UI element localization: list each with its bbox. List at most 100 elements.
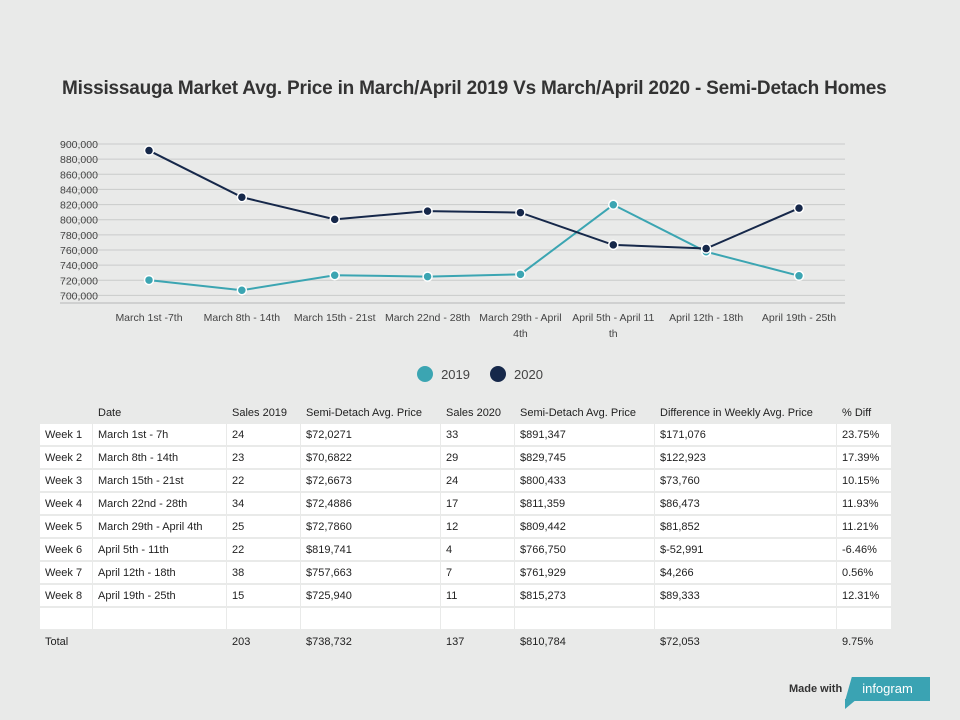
table-cell: $-52,991 xyxy=(655,539,837,562)
table-cell: 24 xyxy=(441,470,515,493)
table-cell: $122,923 xyxy=(655,447,837,470)
table-row: Week 3 March 15th - 21st 22 $72,6673 24 $800,… xyxy=(40,470,892,493)
data-point-2020 xyxy=(236,191,248,203)
table-cell xyxy=(515,608,655,631)
table-cell: 11 xyxy=(441,585,515,608)
table-cell: 25 xyxy=(227,516,301,539)
legend-label-2020: 2020 xyxy=(514,366,543,382)
data-point-2020 xyxy=(143,145,155,156)
table-cell: March 29th - April 4th xyxy=(93,516,227,539)
table-row: Week 8 April 19th - 25th 15 $725,940 11 $815,… xyxy=(40,585,892,608)
y-tick-label: 880,000 xyxy=(60,154,98,166)
x-tick-label: March 22nd - 28th xyxy=(385,312,470,324)
table-cell: $766,750 xyxy=(515,539,655,562)
table-cell: Week 2 xyxy=(40,447,93,470)
data-point-2019 xyxy=(515,269,526,280)
line-chart: 700,000 720,000 740,000 760,000 780,000 800,0… xyxy=(60,139,845,340)
series-line-2020 xyxy=(148,149,800,250)
table-cell: March 15th - 21st xyxy=(93,470,227,493)
table-cell: $800,433 xyxy=(515,470,655,493)
table-cell: $815,273 xyxy=(515,585,655,608)
data-point-2019 xyxy=(422,271,433,282)
table-header: Semi-Detach Avg. Price xyxy=(306,407,422,419)
data-point-2019 xyxy=(236,285,248,296)
y-tick-label: 740,000 xyxy=(60,260,98,272)
table-cell: Week 8 xyxy=(40,585,93,608)
table-row: Week 7 April 12th - 18th 38 $757,663 7 $761,9… xyxy=(40,562,892,585)
table-cell: 10.15% xyxy=(837,470,892,493)
table-cell: $757,663 xyxy=(301,562,441,585)
total-cell: $810,784 xyxy=(520,635,566,648)
table-header: Semi-Detach Avg. Price xyxy=(520,407,636,419)
table-cell: March 8th - 14th xyxy=(93,447,227,470)
infogram-logo[interactable]: infogram xyxy=(845,677,930,701)
total-cell: 137 xyxy=(446,635,465,648)
table-header: Sales 2019 xyxy=(232,407,288,419)
table-cell: $829,745 xyxy=(515,447,655,470)
table-cell: 38 xyxy=(227,562,301,585)
table-cell xyxy=(655,608,837,631)
data-point-2019 xyxy=(608,199,619,211)
table-cell: $725,940 xyxy=(301,585,441,608)
x-tick-label: April 12th - 18th xyxy=(669,312,743,324)
table-cell xyxy=(441,608,515,631)
legend-item-2019[interactable]: 2019 xyxy=(417,366,470,382)
table-header: Sales 2020 xyxy=(446,407,502,419)
table-row: Week 5 March 29th - April 4th 25 $72,7860 12… xyxy=(40,516,892,539)
legend-label-2019: 2019 xyxy=(441,366,470,382)
table-cell: $72,0271 xyxy=(301,424,441,447)
table-cell xyxy=(227,608,301,631)
table-cell xyxy=(301,608,441,631)
table-cell: 29 xyxy=(441,447,515,470)
table-cell: April 19th - 25th xyxy=(93,585,227,608)
table-cell: 0.56% xyxy=(837,562,892,585)
total-cell: $738,732 xyxy=(306,635,352,648)
y-tick-label: 900,000 xyxy=(60,139,98,151)
x-tick-label: March 8th - 14th xyxy=(204,312,281,324)
legend-item-2020[interactable]: 2020 xyxy=(490,366,543,382)
table-header: % Diff xyxy=(842,407,872,419)
table-cell: $89,333 xyxy=(655,585,837,608)
total-cell: 9.75% xyxy=(842,635,874,648)
table-cell: 34 xyxy=(227,493,301,516)
table-header xyxy=(40,402,93,424)
table-cell: Week 7 xyxy=(40,562,93,585)
table-cell: Week 4 xyxy=(40,493,93,516)
y-tick-label: 820,000 xyxy=(60,200,98,212)
x-tick-label: March 15th - 21st xyxy=(294,312,376,324)
y-tick-label: 720,000 xyxy=(60,275,98,287)
data-point-2020 xyxy=(608,239,619,251)
table-cell: -6.46% xyxy=(837,539,892,562)
table-cell: $72,4886 xyxy=(301,493,441,516)
x-tick-label: April 19th - 25th xyxy=(762,312,836,324)
table-cell: 4 xyxy=(441,539,515,562)
table-cell: Week 5 xyxy=(40,516,93,539)
y-tick-label: 700,000 xyxy=(60,290,98,302)
chart-title: Mississauga Market Avg. Price in March/A… xyxy=(62,78,887,99)
total-cell: $72,053 xyxy=(660,635,700,648)
table-cell: $809,442 xyxy=(515,516,655,539)
table-row: Week 1 March 1st - 7h 24 $72,0271 33 $891,347… xyxy=(40,424,892,447)
total-cell xyxy=(93,631,227,654)
logo-tail xyxy=(845,699,857,709)
table-cell xyxy=(837,608,892,631)
total-cell: 203 xyxy=(232,635,251,648)
table-cell: April 12th - 18th xyxy=(93,562,227,585)
table-cell: $73,760 xyxy=(655,470,837,493)
table-cell: $819,741 xyxy=(301,539,441,562)
y-tick-label: 800,000 xyxy=(60,215,98,227)
data-point-2020 xyxy=(422,205,433,217)
table-cell: 24 xyxy=(227,424,301,447)
table-cell: 15 xyxy=(227,585,301,608)
table-cell: 22 xyxy=(227,470,301,493)
table-cell: $72,6673 xyxy=(301,470,441,493)
table-cell: 12 xyxy=(441,516,515,539)
table-cell: April 5th - 11th xyxy=(93,539,227,562)
table-cell: 23 xyxy=(227,447,301,470)
table-cell: 17 xyxy=(441,493,515,516)
data-point-2020 xyxy=(700,243,712,254)
table-cell: 11.93% xyxy=(837,493,892,516)
table-header: Difference in Weekly Avg. Price xyxy=(660,407,813,419)
table-cell: 22 xyxy=(227,539,301,562)
